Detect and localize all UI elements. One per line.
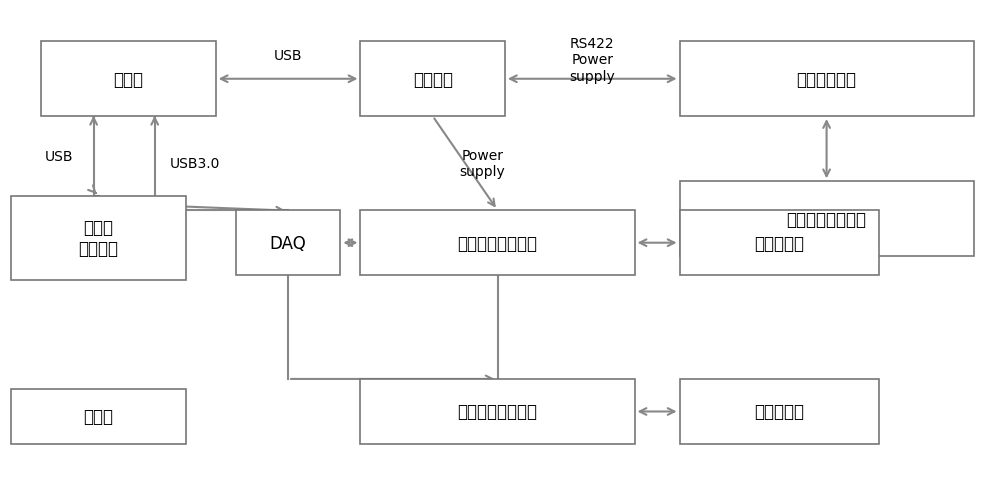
- FancyArrowPatch shape: [291, 376, 492, 382]
- Bar: [11, 197, 186, 281]
- Text: 温度传感器: 温度传感器: [754, 234, 804, 252]
- Text: 计算机: 计算机: [114, 71, 144, 89]
- Text: USB: USB: [274, 48, 302, 62]
- Text: DAQ: DAQ: [270, 234, 306, 252]
- FancyArrowPatch shape: [157, 206, 283, 214]
- Text: 压力传感器: 压力传感器: [754, 403, 804, 421]
- Bar: [680, 42, 974, 117]
- Text: USB3.0: USB3.0: [169, 157, 220, 171]
- FancyArrowPatch shape: [151, 118, 158, 125]
- Bar: [360, 379, 635, 444]
- Bar: [41, 42, 216, 117]
- Text: 电热炉: 电热炉: [84, 408, 114, 425]
- Bar: [360, 42, 505, 117]
- FancyArrowPatch shape: [221, 76, 355, 83]
- Text: 电热炉
温控系统: 电热炉 温控系统: [79, 219, 119, 258]
- Bar: [680, 379, 879, 444]
- Text: 总线电路: 总线电路: [413, 71, 453, 89]
- Text: Power
supply: Power supply: [460, 149, 505, 179]
- FancyArrowPatch shape: [510, 76, 674, 83]
- Text: 压力数据采集线路: 压力数据采集线路: [458, 403, 538, 421]
- Text: RS422
Power
supply: RS422 Power supply: [569, 37, 615, 83]
- Text: 温度数据采集线路: 温度数据采集线路: [458, 234, 538, 252]
- Text: 电机控制电路: 电机控制电路: [797, 71, 857, 89]
- Bar: [236, 211, 340, 276]
- FancyArrowPatch shape: [88, 186, 96, 194]
- FancyArrowPatch shape: [346, 240, 355, 246]
- Bar: [11, 389, 186, 444]
- Bar: [360, 211, 635, 276]
- FancyArrowPatch shape: [640, 240, 674, 246]
- FancyArrowPatch shape: [90, 118, 97, 125]
- Bar: [680, 182, 974, 257]
- Text: 步进电机及驱动器: 步进电机及驱动器: [787, 210, 867, 228]
- FancyArrowPatch shape: [823, 122, 830, 177]
- Text: USB: USB: [44, 150, 73, 164]
- Bar: [680, 211, 879, 276]
- FancyArrowPatch shape: [640, 408, 674, 415]
- FancyArrowPatch shape: [434, 119, 495, 207]
